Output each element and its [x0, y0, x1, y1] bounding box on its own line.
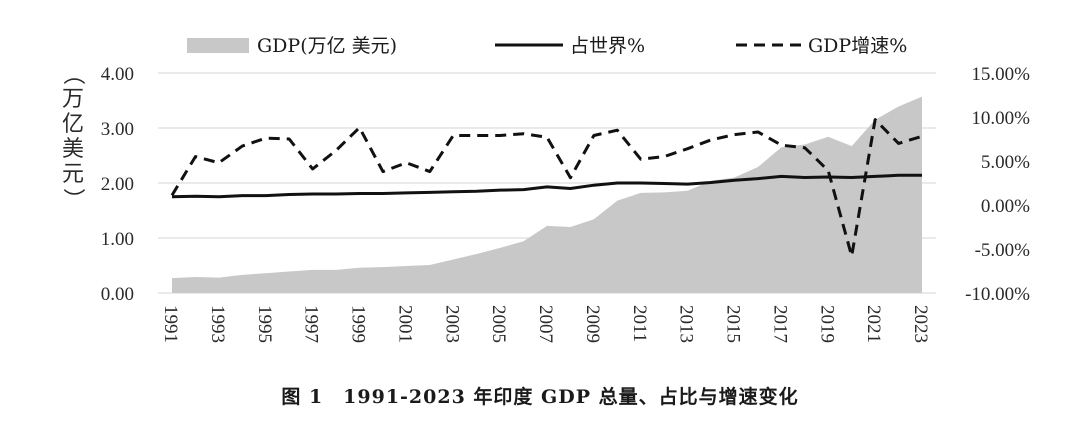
left-axis-label-char: （: [60, 63, 85, 85]
left-tick-label: 2.00: [101, 174, 134, 195]
x-tick-label: 2001: [394, 305, 415, 343]
left-axis-ticks: 0.00 1.00 2.00 3.00 4.00: [101, 64, 134, 305]
right-tick-label: 5.00%: [981, 152, 1030, 173]
line-layer: [170, 118, 923, 258]
chart: 0.00 1.00 2.00 3.00 4.00 -10.00% -5.00% 0.00% 5…: [60, 35, 1030, 343]
x-tick-label: 2009: [582, 305, 603, 343]
x-tick-label: 2007: [535, 305, 556, 343]
right-tick-label: -5.00%: [975, 240, 1031, 261]
x-tick-label: 2023: [910, 305, 931, 343]
right-tick-label: -10.00%: [965, 284, 1030, 305]
left-tick-label: 0.00: [101, 284, 134, 305]
x-tick-label: 2003: [441, 305, 462, 343]
left-axis-label-char: 万: [62, 87, 84, 112]
figure-caption: 图 1 1991-2023 年印度 GDP 总量、占比与增速变化: [281, 386, 799, 408]
x-tick-label: 1997: [301, 305, 322, 343]
legend: GDP(万亿 美元) 占世界% GDP增速%: [187, 35, 907, 57]
x-tick-label: 1991: [160, 305, 181, 343]
x-tick-label: 2011: [629, 305, 650, 342]
legend-label-gdp-growth: GDP增速%: [808, 35, 907, 57]
x-axis-ticks: 1991 1993 1995 1997 1999 2001 2003 2005 2007 2009…: [160, 305, 931, 343]
left-tick-label: 1.00: [101, 229, 134, 250]
gdp-area: [172, 96, 922, 294]
world-share-line: [171, 173, 922, 199]
x-tick-label: 2021: [863, 305, 884, 343]
right-tick-label: 0.00%: [981, 196, 1030, 217]
right-tick-label: 15.00%: [971, 64, 1030, 85]
legend-swatch-gdp: [187, 38, 249, 53]
left-tick-label: 4.00: [101, 64, 134, 85]
legend-label-gdp: GDP(万亿 美元): [257, 35, 397, 57]
left-axis-label-char: 元: [62, 162, 84, 187]
x-tick-label: 1993: [207, 305, 228, 343]
x-tick-label: 2013: [676, 305, 697, 343]
left-axis-label-char: 美: [62, 137, 84, 162]
gdp-area-layer: [172, 96, 922, 294]
left-tick-label: 3.00: [101, 119, 134, 140]
x-tick-label: 2005: [488, 305, 509, 343]
left-axis-label-char: 亿: [62, 112, 84, 137]
right-axis-ticks: -10.00% -5.00% 0.00% 5.00% 10.00% 15.00%: [965, 64, 1030, 305]
legend-label-world-share: 占世界%: [570, 35, 645, 57]
left-axis-label-char: ）: [60, 188, 85, 210]
x-tick-label: 1995: [254, 305, 275, 343]
x-tick-label: 2019: [816, 305, 837, 343]
x-tick-label: 2017: [769, 305, 790, 343]
right-tick-label: 10.00%: [971, 108, 1030, 129]
x-tick-label: 1999: [348, 305, 369, 343]
x-tick-label: 2015: [723, 305, 744, 343]
